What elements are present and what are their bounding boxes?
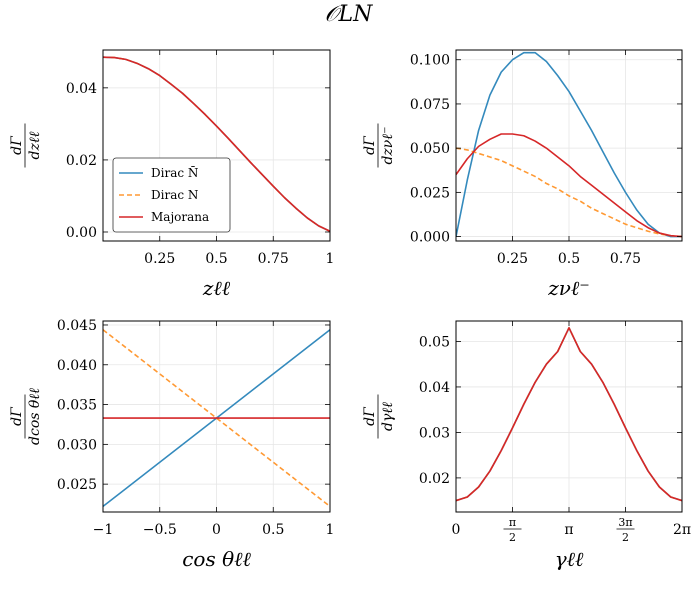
y-tick-label: 0.02 xyxy=(66,153,97,169)
legend-entry: Majorana xyxy=(151,210,209,224)
panel-top-right: 0.25 0.5 0.75 0.000 0.025 0.050 0.075 0.100 zνℓ⁻… xyxy=(362,49,683,300)
y-axis-label-denominator: dzℓℓ xyxy=(27,131,43,159)
y-axis-label: dΓ dγℓℓ xyxy=(362,394,396,439)
x-tick-label: 0.5 xyxy=(205,251,227,267)
series-line-majorana xyxy=(456,133,682,238)
x-tick-label: 0.75 xyxy=(610,251,641,267)
y-tick-label: 0.035 xyxy=(57,398,97,414)
x-axis-label: cos θℓℓ xyxy=(182,547,251,571)
y-axis-label: dΓ dcos θℓℓ xyxy=(9,388,43,445)
legend-entry: Dirac N̄ xyxy=(151,165,198,180)
x-tick-label-denominator: 2 xyxy=(509,531,516,544)
x-axis-label: zℓℓ xyxy=(202,276,231,300)
x-tick-label: −1 xyxy=(93,522,114,538)
x-axis-label: zνℓ⁻ xyxy=(547,276,590,300)
y-tick-label: 0.040 xyxy=(57,358,97,374)
legend-entry: Dirac N xyxy=(151,188,198,202)
y-tick-label: 0.025 xyxy=(57,477,97,493)
x-tick-label: 0.5 xyxy=(262,522,284,538)
y-axis-label: dΓ dzνℓ⁻ xyxy=(362,123,396,168)
y-axis-label-numerator: dΓ xyxy=(9,135,25,155)
x-tick-label: 0.25 xyxy=(144,251,175,267)
y-axis-label-denominator: dcos θℓℓ xyxy=(27,388,43,445)
x-tick-label: 2π xyxy=(673,522,691,538)
y-tick-label: 0.04 xyxy=(419,380,450,396)
y-tick-label: 0.075 xyxy=(410,97,450,113)
y-axis-label-numerator: dΓ xyxy=(362,135,378,155)
x-tick-label-numerator: π xyxy=(509,516,516,529)
y-tick-label: 0.030 xyxy=(57,437,97,453)
y-tick-label: 0.03 xyxy=(419,425,450,441)
y-axis-label-numerator: dΓ xyxy=(362,406,378,426)
x-tick-label: 0.5 xyxy=(558,251,580,267)
x-tick-label: 0 xyxy=(452,522,461,538)
x-tick-label: 3π2 xyxy=(616,516,635,544)
x-tick-label: π2 xyxy=(503,516,522,544)
y-tick-label: 0.025 xyxy=(410,185,450,201)
series-group xyxy=(103,329,330,508)
y-tick-label: 0.02 xyxy=(419,471,450,487)
panel-bottom-left: −1 −0.5 0 0.5 1 0.025 0.030 0.035 0.040 0.045 cos … xyxy=(9,318,334,571)
x-tick-label-numerator: 3π xyxy=(618,516,632,529)
y-tick-label: 0.050 xyxy=(410,141,450,157)
y-tick-label: 0.100 xyxy=(410,53,450,69)
y-tick-label: 0.00 xyxy=(66,225,97,241)
series-line-dirac-n- xyxy=(456,51,682,238)
series-group xyxy=(103,56,330,232)
x-tick-label-denominator: 2 xyxy=(622,531,629,544)
y-axis-label-numerator: dΓ xyxy=(9,406,25,426)
series-group xyxy=(456,327,682,502)
x-tick-label: 1 xyxy=(326,251,335,267)
panel-top-left: 0.25 0.5 0.75 1 0.00 0.02 0.04 zℓℓ dΓ dzℓℓ Dirac N… xyxy=(9,49,335,300)
y-tick-label: 0.045 xyxy=(57,318,97,334)
x-tick-label: 0 xyxy=(212,522,221,538)
x-tick-label: 0.75 xyxy=(258,251,289,267)
y-tick-label: 0.000 xyxy=(410,230,450,246)
figure-title: 𝒪LN xyxy=(324,2,373,27)
y-axis-label: dΓ dzℓℓ xyxy=(9,123,43,168)
y-tick-label: 0.05 xyxy=(419,334,450,350)
series-line-majorana xyxy=(456,327,682,502)
legend-box xyxy=(112,157,231,233)
legend: Dirac N̄ Dirac N Majorana xyxy=(112,157,231,233)
x-tick-label: −0.5 xyxy=(143,522,177,538)
series-group xyxy=(456,51,682,238)
series-line-majorana xyxy=(103,56,330,232)
series-line-dirac-n xyxy=(456,147,682,238)
x-tick-label: 0.25 xyxy=(497,251,528,267)
x-axis-label: γℓℓ xyxy=(555,547,584,571)
y-tick-label: 0.04 xyxy=(66,81,97,97)
y-axis-label-denominator: dzνℓ⁻ xyxy=(380,126,396,164)
x-tick-label: π xyxy=(564,522,573,538)
x-tick-label: 1 xyxy=(326,522,335,538)
y-axis-label-denominator: dγℓℓ xyxy=(380,402,396,431)
